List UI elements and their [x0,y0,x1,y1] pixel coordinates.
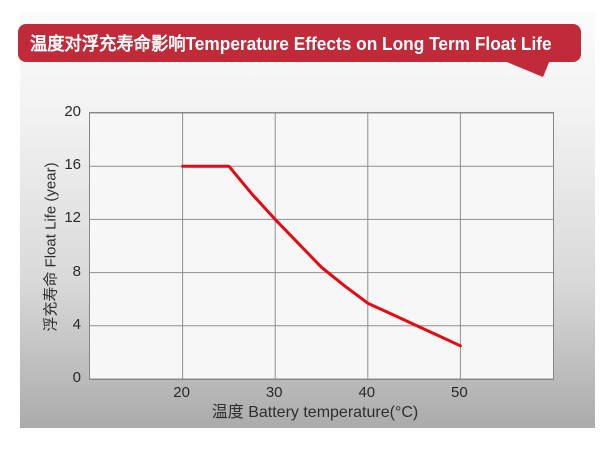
y-axis-label: 浮充寿命 Float Life (year) [42,162,60,332]
y-tick-label: 16 [64,156,81,174]
banner-title: 温度对浮充寿命影响Temperature Effects on Long Ter… [30,34,552,54]
plot-area [89,112,554,380]
y-tick-label: 0 [72,369,81,386]
y-tick-label: 8 [72,262,81,280]
y-tick-label: 4 [72,315,81,333]
x-axis-label: 温度 Battery temperature(°C) [211,404,419,421]
y-tick-label: 12 [64,209,81,227]
x-tick-label: 50 [451,384,468,401]
x-tick-label: 30 [265,384,283,401]
y-tick-label: 20 [64,103,81,120]
title-banner: 温度对浮充寿命影响Temperature Effects on Long Ter… [18,24,581,62]
x-tick-label: 40 [358,384,376,401]
chart-grid-and-curve [90,113,553,379]
float-life-curve [181,164,462,348]
banner-tail-icon [502,60,550,77]
x-tick-label: 20 [173,384,190,401]
